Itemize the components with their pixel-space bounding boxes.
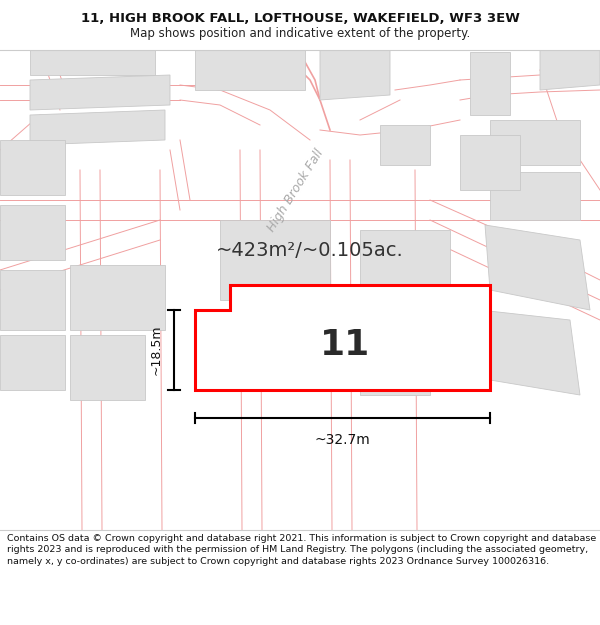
Polygon shape xyxy=(460,135,520,190)
Polygon shape xyxy=(195,50,305,90)
Polygon shape xyxy=(240,305,310,375)
Polygon shape xyxy=(490,120,580,165)
Polygon shape xyxy=(540,50,600,90)
Polygon shape xyxy=(320,50,390,100)
Polygon shape xyxy=(360,320,430,395)
Polygon shape xyxy=(0,140,65,195)
Polygon shape xyxy=(380,125,430,165)
Text: 11: 11 xyxy=(320,328,370,362)
Polygon shape xyxy=(0,335,65,390)
Text: ~18.5m: ~18.5m xyxy=(149,325,163,375)
Polygon shape xyxy=(195,285,490,390)
Text: High Brook Fall: High Brook Fall xyxy=(265,146,326,234)
Text: ~423m²/~0.105ac.: ~423m²/~0.105ac. xyxy=(216,241,404,260)
Text: ~32.7m: ~32.7m xyxy=(314,433,370,447)
Text: 11, HIGH BROOK FALL, LOFTHOUSE, WAKEFIELD, WF3 3EW: 11, HIGH BROOK FALL, LOFTHOUSE, WAKEFIEL… xyxy=(80,12,520,26)
Polygon shape xyxy=(485,225,590,310)
Polygon shape xyxy=(360,230,450,315)
Polygon shape xyxy=(480,310,580,395)
Polygon shape xyxy=(0,270,65,330)
Text: Map shows position and indicative extent of the property.: Map shows position and indicative extent… xyxy=(130,27,470,40)
Polygon shape xyxy=(30,75,170,110)
Polygon shape xyxy=(0,205,65,260)
Polygon shape xyxy=(70,265,165,330)
Text: Contains OS data © Crown copyright and database right 2021. This information is : Contains OS data © Crown copyright and d… xyxy=(7,534,596,566)
Polygon shape xyxy=(220,220,330,300)
Polygon shape xyxy=(490,172,580,220)
Polygon shape xyxy=(30,50,155,75)
Polygon shape xyxy=(30,110,165,145)
Polygon shape xyxy=(70,335,145,400)
Polygon shape xyxy=(470,52,510,115)
